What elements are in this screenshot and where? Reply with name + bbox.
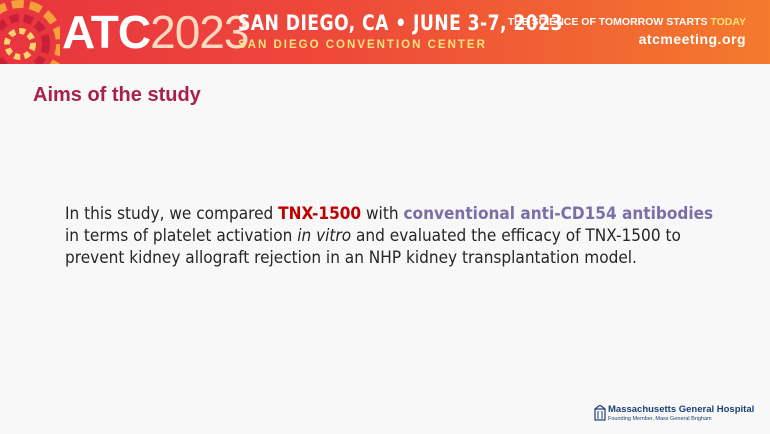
emphasis: in vitro <box>297 226 352 245</box>
logo-text: ATC <box>62 6 151 58</box>
website[interactable]: atcmeeting.org <box>638 31 746 47</box>
tagline: THE SCIENCE OF TOMORROW STARTS TODAY <box>508 16 746 28</box>
text: In this study, we compared <box>65 204 274 223</box>
location: SAN DIEGO, CA • JUNE 3-7, 2023 <box>238 11 563 35</box>
logo-year: 2023 <box>150 6 249 58</box>
header-banner: ATC2023 SAN DIEGO, CA • JUNE 3-7, 2023 S… <box>0 0 770 64</box>
tagline-highlight: TODAY <box>710 16 746 28</box>
text: in terms of platelet activation <box>65 226 293 245</box>
text: and evaluated the efficacy of TNX-1500 t… <box>65 226 681 267</box>
slide-title: Aims of the study <box>33 84 201 106</box>
text: with <box>366 204 399 223</box>
hospital-icon <box>594 405 606 421</box>
logo: ATC2023 <box>62 6 249 58</box>
tagline-text: THE SCIENCE OF TOMORROW STARTS <box>507 16 708 28</box>
logo-decoration <box>0 0 60 64</box>
venue: SAN DIEGO CONVENTION CENTER <box>238 39 487 51</box>
affiliation: Founding Member, Mass General Brigham <box>608 416 712 422</box>
drug-name: TNX-1500 <box>278 204 362 223</box>
body-text: In this study, we compared TNX-1500 with… <box>65 203 716 269</box>
organization: Massachusetts General Hospital <box>608 404 755 415</box>
comparator: conventional anti-CD154 antibodies <box>403 204 714 223</box>
